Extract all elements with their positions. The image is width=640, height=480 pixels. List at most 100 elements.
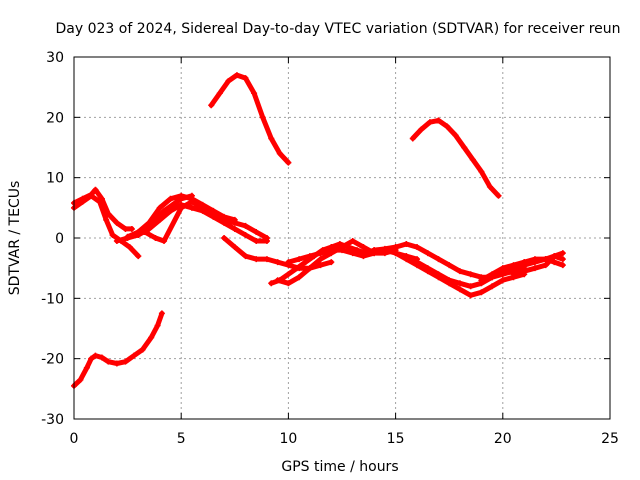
data-point [83, 364, 90, 371]
data-point [167, 207, 174, 214]
data-point [259, 114, 266, 121]
data-point [268, 135, 275, 142]
data-point [360, 244, 367, 251]
axis-ticks: 0 5 10 15 20 25 -30 -20 -10 0 10 20 30 [41, 50, 619, 447]
data-point [253, 228, 260, 235]
data-point [328, 259, 335, 266]
data-point [381, 245, 388, 252]
data-point [178, 204, 185, 211]
data-point [435, 271, 442, 278]
data-point [486, 183, 493, 190]
data-point [156, 204, 163, 211]
data-point [216, 90, 223, 97]
y-tick-label: -30 [41, 412, 64, 428]
data-point [152, 235, 159, 241]
data-point [551, 259, 558, 266]
data-point [268, 280, 275, 287]
data-point [360, 253, 367, 260]
series-arc-14 [371, 241, 528, 281]
series-track [410, 117, 501, 199]
data-point [551, 253, 558, 260]
series-track [71, 310, 165, 389]
data-point [559, 262, 566, 269]
data-point [403, 253, 410, 260]
series-arc-1 [71, 310, 165, 389]
data-point [409, 135, 416, 142]
y-tick-label: 30 [46, 50, 64, 66]
data-point [231, 244, 238, 251]
data-point [371, 247, 378, 254]
x-tick-label: 20 [494, 431, 512, 447]
data-point [495, 192, 502, 199]
data-point [208, 102, 215, 109]
y-tick-label: -20 [41, 352, 64, 368]
data-point [531, 265, 538, 272]
data-point [221, 216, 228, 223]
data-point [478, 289, 485, 296]
data-point [452, 132, 459, 139]
data-point [221, 235, 228, 241]
data-point [167, 195, 174, 202]
x-tick-label: 15 [387, 431, 405, 447]
data-point [446, 262, 453, 269]
data-point [469, 156, 476, 163]
data-point [178, 192, 185, 199]
data-point [478, 277, 485, 284]
data-point [285, 280, 292, 287]
data-point [188, 198, 195, 205]
data-point [161, 238, 168, 245]
data-point [158, 310, 165, 317]
data-point [296, 274, 303, 281]
data-point [210, 210, 217, 217]
series-arc-2 [208, 72, 292, 166]
data-point [559, 250, 566, 257]
data-point [98, 354, 105, 361]
data-point [276, 150, 283, 157]
data-point [424, 265, 431, 272]
series-arc-8 [135, 201, 270, 245]
data-point [426, 119, 433, 126]
data-point [467, 292, 474, 299]
data-point [285, 271, 292, 278]
data-point [328, 247, 335, 254]
data-point [113, 360, 120, 367]
data-point [461, 144, 468, 151]
data-point [128, 225, 135, 232]
data-point [285, 259, 292, 266]
data-point [251, 90, 258, 97]
data-point [531, 256, 538, 263]
data-point [499, 268, 506, 275]
y-axis-label: SDTVAR / TECUs [7, 181, 23, 296]
data-point [154, 322, 161, 329]
data-point [146, 219, 153, 226]
data-point [403, 241, 410, 248]
data-point [131, 231, 138, 238]
x-tick-label: 0 [70, 431, 79, 447]
data-point [96, 198, 103, 205]
data-point [392, 250, 399, 257]
x-tick-label: 10 [279, 431, 297, 447]
data-point [92, 186, 99, 193]
data-point [274, 277, 281, 284]
data-point [456, 280, 463, 287]
data-point [418, 126, 425, 133]
data-point [242, 231, 249, 238]
data-point [124, 233, 131, 240]
data-point [88, 192, 95, 199]
data-point [296, 256, 303, 263]
data-point [293, 265, 300, 272]
data-point [499, 277, 506, 284]
data-point [392, 244, 399, 251]
data-point [510, 265, 517, 272]
data-point [253, 238, 260, 245]
data-point [242, 75, 249, 82]
data-point [79, 198, 86, 205]
grid-lines [74, 57, 610, 419]
data-point [424, 250, 431, 257]
series-arc-5 [71, 192, 142, 260]
data-point [317, 262, 324, 269]
data-point [467, 271, 474, 278]
data-point [141, 228, 148, 235]
data-point [105, 358, 112, 365]
